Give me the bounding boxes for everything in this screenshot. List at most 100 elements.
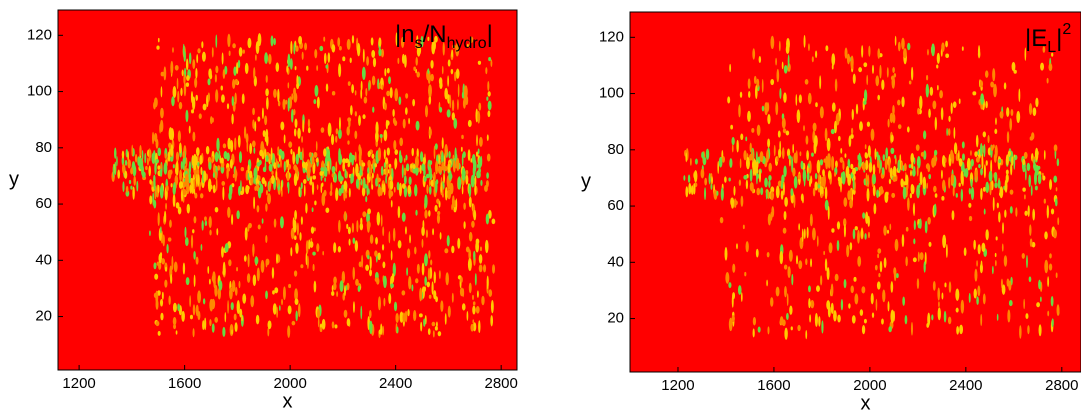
speckle xyxy=(279,216,284,229)
speckle xyxy=(879,64,882,79)
speckle xyxy=(905,174,909,186)
speckle xyxy=(351,35,355,44)
speckle xyxy=(1002,222,1004,234)
speckle xyxy=(366,56,369,66)
speckle xyxy=(469,39,471,48)
speckle xyxy=(185,157,188,168)
speckle xyxy=(185,109,189,123)
speckle xyxy=(253,67,256,80)
speckle xyxy=(768,175,772,181)
speckle xyxy=(308,239,311,250)
speckle xyxy=(976,260,978,267)
speckle xyxy=(257,175,261,181)
speckle xyxy=(1046,77,1049,84)
speckle xyxy=(490,315,494,327)
speckle xyxy=(985,229,989,241)
speckle xyxy=(732,263,736,273)
speckle xyxy=(745,156,750,170)
speckle xyxy=(765,188,768,200)
speckle xyxy=(924,220,928,234)
speckle xyxy=(864,152,868,157)
speckle xyxy=(1053,175,1058,183)
speckle xyxy=(858,155,862,168)
speckle xyxy=(386,163,389,168)
x-tick-label: 2400 xyxy=(949,377,982,394)
speckle xyxy=(360,178,363,186)
speckle xyxy=(275,158,278,172)
speckle xyxy=(291,320,296,326)
y-tick-label: 100 xyxy=(599,85,624,102)
speckle xyxy=(152,192,155,206)
speckle xyxy=(736,139,739,153)
speckle xyxy=(852,73,856,84)
speckle xyxy=(215,34,218,48)
speckle xyxy=(369,234,374,244)
speckle xyxy=(352,237,356,244)
speckle xyxy=(835,112,840,126)
speckle xyxy=(431,281,434,295)
speckle xyxy=(196,54,199,64)
speckle xyxy=(366,220,371,229)
speckle xyxy=(259,149,264,157)
speckle xyxy=(945,40,948,48)
speckle xyxy=(788,249,793,262)
speckle xyxy=(188,125,191,134)
speckle xyxy=(394,149,398,156)
speckle xyxy=(724,176,727,183)
speckle xyxy=(352,301,355,314)
speckle xyxy=(704,177,708,186)
speckle xyxy=(172,194,176,208)
speckle xyxy=(433,271,436,284)
speckle xyxy=(285,99,288,105)
speckle xyxy=(178,142,182,154)
speckle xyxy=(1053,229,1058,239)
speckle xyxy=(395,312,399,323)
speckle xyxy=(315,158,319,163)
speckle xyxy=(331,291,335,296)
speckle xyxy=(414,155,419,169)
speckle xyxy=(278,148,283,156)
speckle xyxy=(943,310,947,323)
speckle xyxy=(728,317,733,332)
speckle xyxy=(801,228,804,243)
y-tick-label: 40 xyxy=(607,253,624,270)
speckle xyxy=(403,158,406,163)
speckle xyxy=(444,151,447,157)
speckle xyxy=(369,269,372,277)
speckle xyxy=(1005,169,1009,175)
speckle xyxy=(823,250,826,256)
speckle xyxy=(875,298,878,311)
speckle xyxy=(253,147,256,154)
speckle xyxy=(330,133,335,146)
speckle xyxy=(461,303,466,311)
speckle xyxy=(201,220,204,231)
title-part: | xyxy=(1056,25,1062,52)
speckle xyxy=(983,143,986,158)
speckle xyxy=(176,77,179,90)
speckle xyxy=(834,78,838,92)
speckle xyxy=(979,143,983,157)
speckle xyxy=(879,159,882,170)
speckle xyxy=(428,185,432,195)
speckle xyxy=(169,169,173,175)
speckle xyxy=(490,299,494,314)
speckle xyxy=(209,298,214,312)
speckle xyxy=(999,111,1004,119)
speckle xyxy=(295,242,299,254)
speckle xyxy=(865,159,869,171)
speckle xyxy=(244,62,249,75)
speckle xyxy=(773,144,776,157)
speckle xyxy=(471,220,475,228)
speckle xyxy=(899,154,902,163)
speckle xyxy=(240,166,245,172)
speckle xyxy=(300,264,304,269)
speckle xyxy=(977,244,981,255)
speckle xyxy=(182,188,187,196)
speckle xyxy=(824,199,829,211)
speckle xyxy=(290,227,295,240)
speckle xyxy=(1005,154,1009,166)
speckle xyxy=(392,262,396,277)
speckle xyxy=(325,207,330,213)
speckle xyxy=(197,310,201,321)
speckle xyxy=(1051,318,1054,328)
